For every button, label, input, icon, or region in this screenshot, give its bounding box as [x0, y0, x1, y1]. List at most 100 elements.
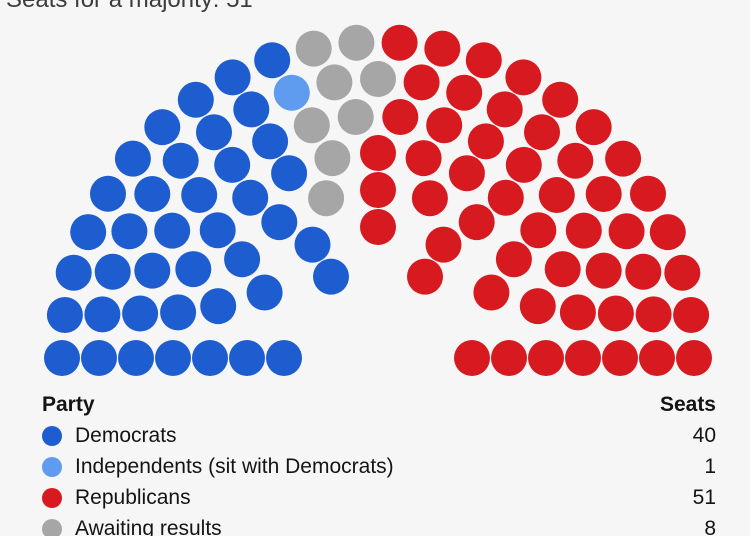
legend-row-democrats: Democrats 40: [42, 420, 716, 451]
seat-democrats: [55, 254, 92, 291]
awaiting-seats: 8: [704, 517, 716, 536]
seat-democrats: [214, 146, 251, 183]
seat-republicans: [585, 176, 622, 212]
seat-democrats: [266, 340, 302, 376]
seat-democrats: [214, 59, 251, 96]
seat-democrats: [162, 142, 199, 179]
seat-democrats: [271, 155, 308, 192]
seat-democrats: [114, 140, 151, 177]
independents-swatch: [42, 456, 62, 477]
seat-democrats: [154, 212, 191, 249]
seat-democrats: [44, 340, 80, 376]
seat-democrats: [118, 340, 154, 376]
seat-republicans: [360, 135, 396, 171]
seat-republicans: [676, 340, 712, 376]
seat-republicans: [559, 294, 596, 331]
seat-awaiting-results: [337, 99, 374, 135]
seat-democrats: [200, 288, 237, 325]
seat-democrats: [229, 340, 265, 376]
awaiting-label: Awaiting results: [75, 517, 222, 536]
legend-row-awaiting: Awaiting results 8: [42, 513, 716, 536]
seat-republicans: [467, 123, 504, 160]
seat-awaiting-results: [293, 107, 330, 144]
seat-awaiting-results: [316, 64, 353, 101]
seat-republicans: [602, 340, 638, 376]
seat-democrats: [224, 241, 261, 278]
seat-republicans: [542, 81, 579, 118]
seat-republicans: [454, 340, 490, 376]
seat-democrats: [233, 91, 270, 128]
seat-democrats: [155, 340, 191, 376]
parliament-chart: [44, 24, 712, 376]
republicans-seats: 51: [692, 486, 716, 509]
seat-awaiting-results: [338, 24, 375, 61]
seat-republicans: [528, 340, 564, 376]
seat-democrats: [254, 42, 291, 79]
seat-republicans: [639, 340, 675, 376]
legend-header: Party Seats: [42, 390, 716, 420]
seat-republicans: [585, 252, 622, 289]
seat-republicans: [575, 109, 612, 146]
seat-democrats: [246, 274, 283, 311]
independents-label: Independents (sit with Democrats): [75, 455, 394, 478]
seat-democrats: [175, 251, 212, 288]
seat-republicans: [360, 172, 396, 208]
seat-republicans: [403, 64, 440, 101]
seat-republicans: [487, 179, 524, 216]
seat-republicans: [505, 59, 542, 96]
seat-republicans: [538, 177, 575, 213]
seat-republicans: [424, 30, 461, 67]
seat-republicans: [448, 155, 485, 192]
seat-republicans: [426, 107, 463, 144]
seat-awaiting-results: [360, 61, 396, 97]
seat-democrats: [199, 212, 236, 249]
seat-democrats: [70, 214, 107, 251]
seat-republicans: [405, 140, 442, 177]
seat-democrats: [84, 296, 121, 333]
seat-democrats: [111, 213, 148, 250]
seat-republicans: [605, 140, 642, 177]
seat-awaiting-results: [308, 180, 345, 217]
democrats-seats: 40: [692, 424, 716, 447]
party-column-header: Party: [42, 393, 95, 416]
seat-republicans: [491, 340, 527, 376]
seat-democrats: [232, 179, 269, 216]
seat-republicans: [673, 297, 710, 333]
seat-republicans: [425, 226, 462, 263]
seat-democrats: [177, 81, 214, 118]
seat-democrats: [81, 340, 117, 376]
legend-row-independents: Independents (sit with Democrats) 1: [42, 451, 716, 482]
seat-republicans: [473, 274, 510, 311]
seat-democrats: [160, 294, 197, 331]
seat-awaiting-results: [314, 140, 351, 177]
seat-democrats: [134, 252, 171, 289]
seat-awaiting-results: [295, 30, 332, 67]
republicans-label: Republicans: [75, 486, 191, 509]
seat-republicans: [664, 254, 701, 291]
seat-republicans: [524, 114, 560, 151]
seat-republicans: [565, 340, 601, 376]
seat-republicans: [486, 91, 523, 128]
seat-independents: [273, 74, 310, 111]
seat-republicans: [382, 99, 419, 135]
awaiting-swatch: [42, 518, 62, 536]
seat-democrats: [261, 204, 298, 241]
seat-republicans: [360, 209, 396, 245]
seats-column-header: Seats: [659, 393, 716, 416]
seat-republicans: [407, 258, 443, 295]
seat-democrats: [313, 258, 349, 295]
seat-republicans: [625, 253, 662, 290]
seat-republicans: [411, 180, 448, 217]
seat-democrats: [134, 176, 171, 212]
seat-republicans: [505, 146, 542, 183]
seat-republicans: [458, 204, 495, 241]
seat-democrats: [46, 297, 83, 333]
seat-democrats: [196, 114, 232, 151]
seat-republicans: [544, 251, 581, 288]
legend-row-republicans: Republicans 51: [42, 482, 716, 513]
majority-subtitle: Seats for a majority: 51: [6, 0, 253, 14]
seat-republicans: [519, 288, 556, 325]
seat-democrats: [90, 175, 126, 212]
seat-democrats: [94, 253, 131, 290]
legend: Party Seats Democrats 40 Independents (s…: [42, 390, 716, 536]
